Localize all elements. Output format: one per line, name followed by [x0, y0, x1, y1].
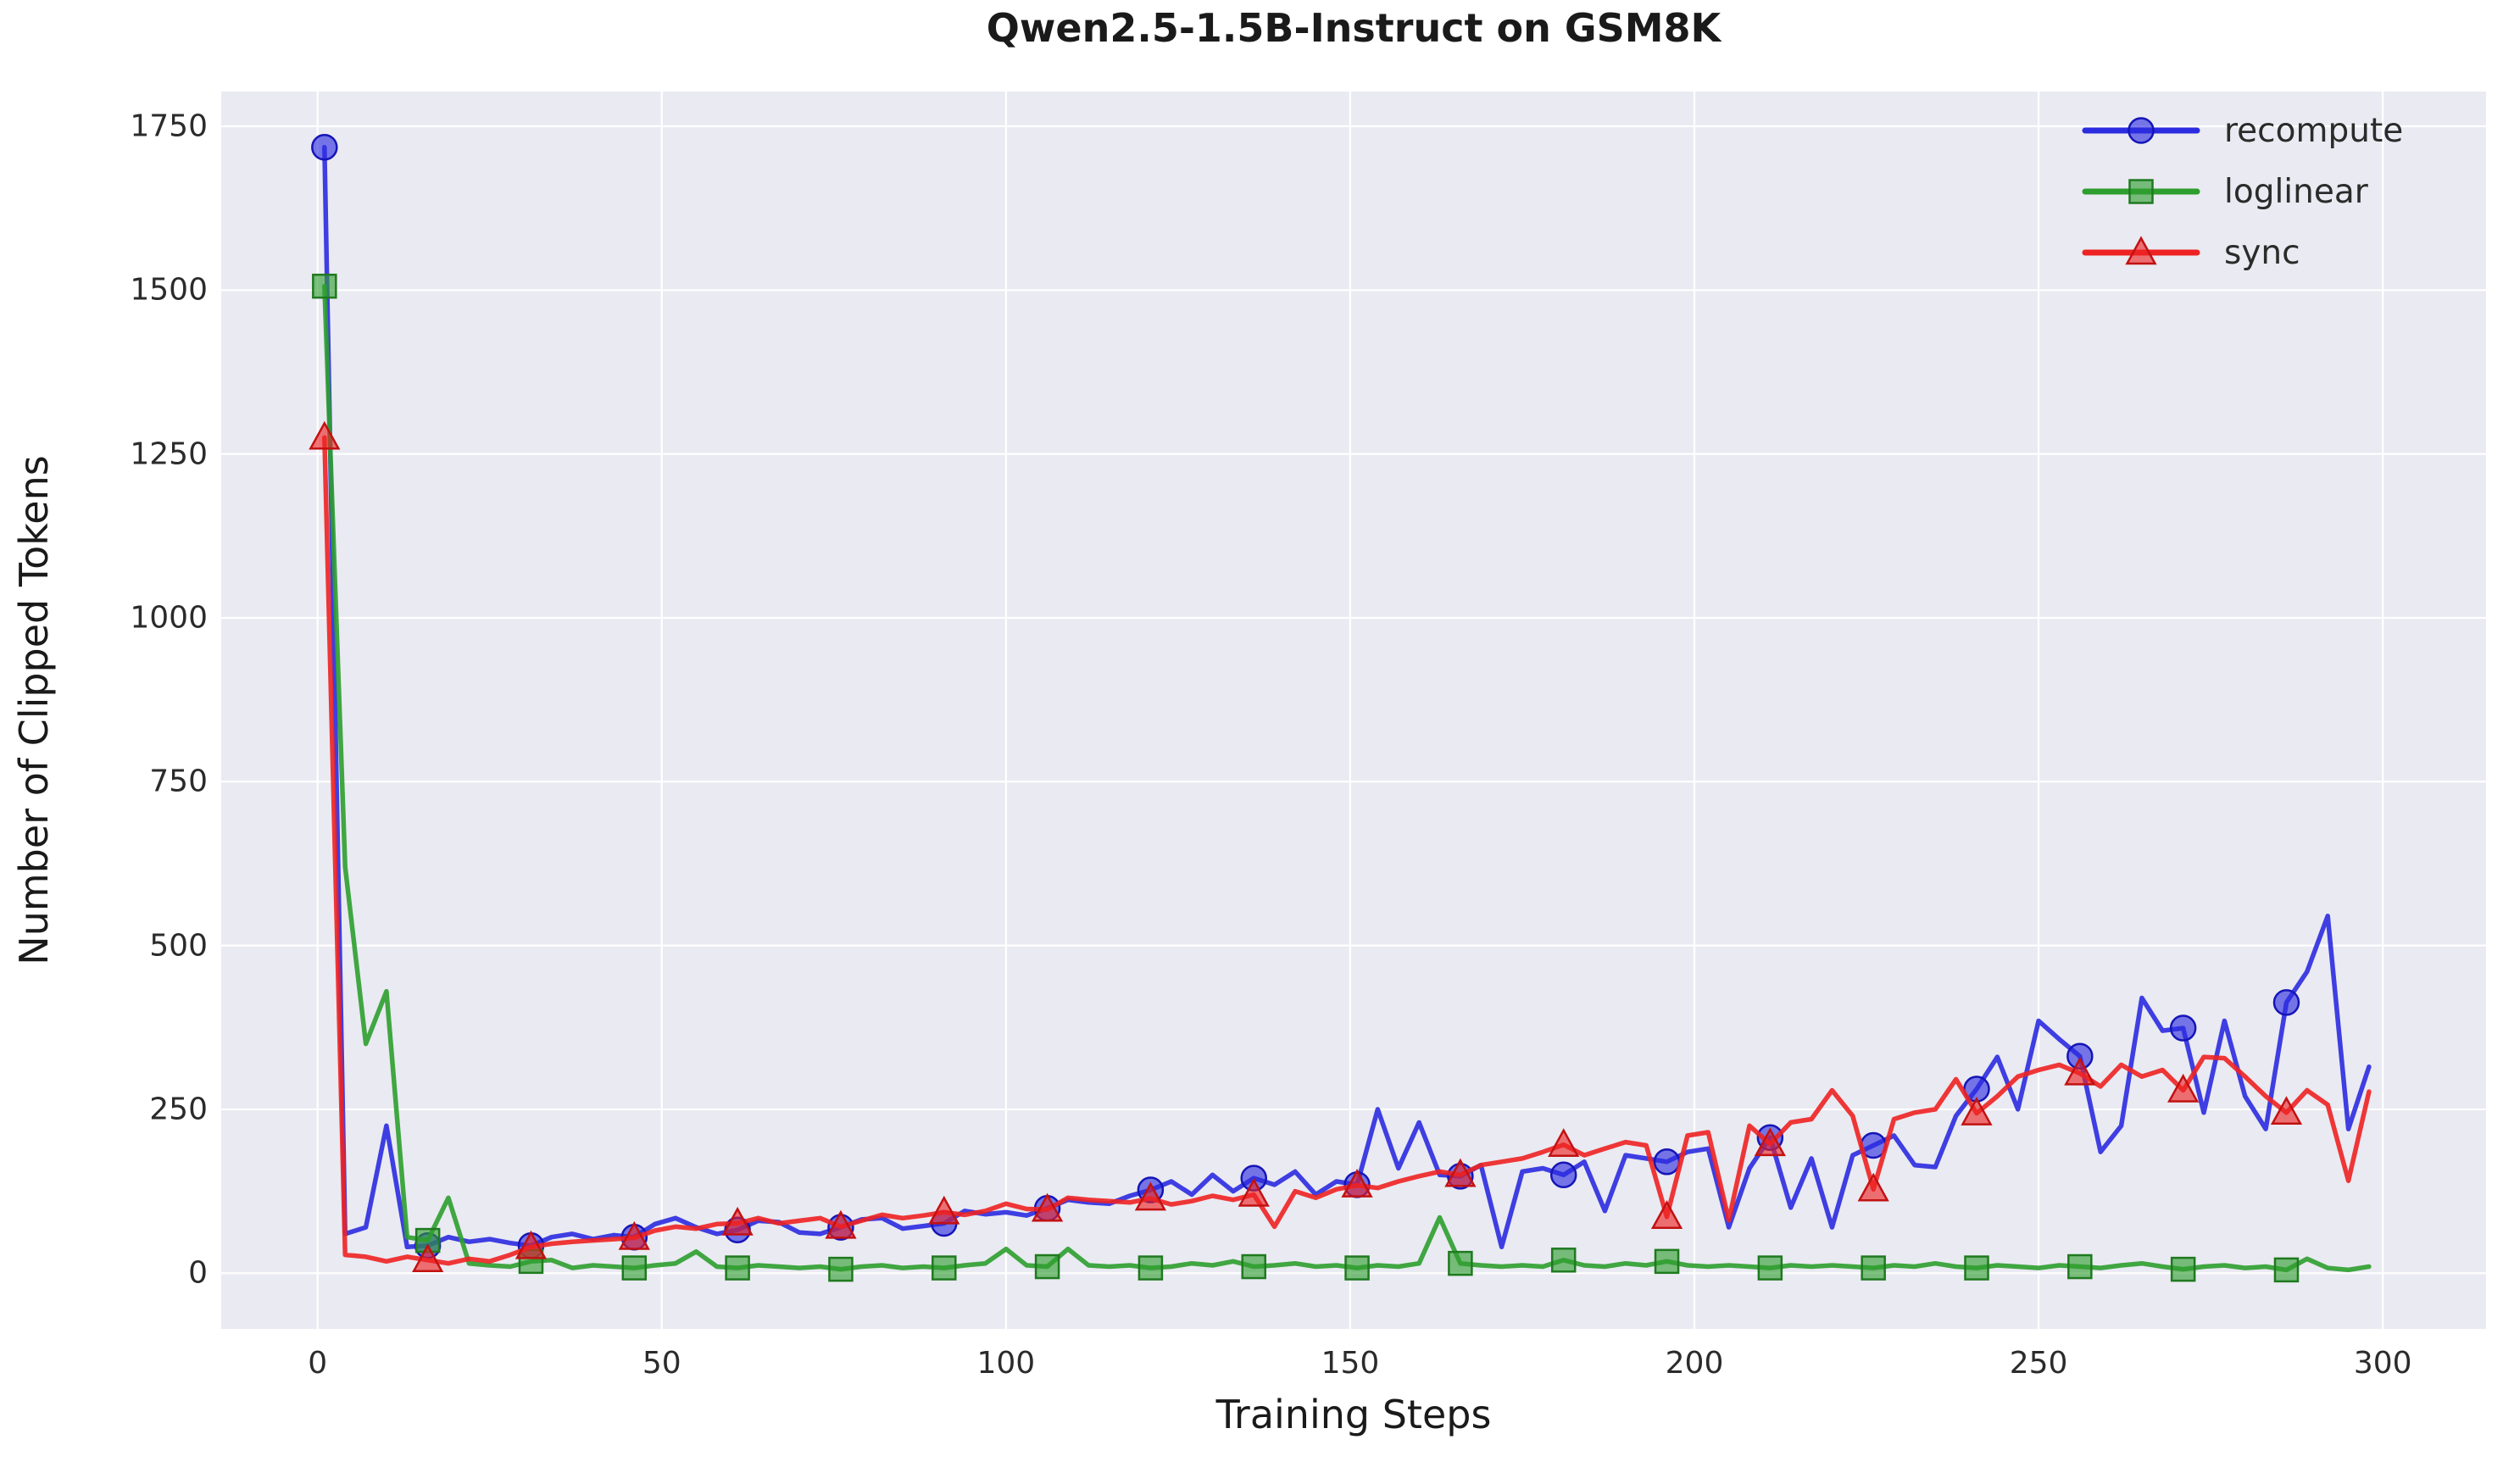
legend-label-loglinear: loglinear — [2224, 172, 2368, 211]
sync-marker-icon — [1754, 1127, 1786, 1157]
sync-marker-icon — [1857, 1172, 1889, 1202]
series-markers-sync — [309, 420, 2303, 1273]
x-tick-label: 50 — [642, 1346, 681, 1381]
legend-label-recompute: recompute — [2224, 111, 2404, 150]
series-line-sync — [322, 435, 2372, 1266]
sync-marker-icon — [1548, 1128, 1580, 1157]
plot-background — [221, 92, 2486, 1329]
sync-marker-icon — [309, 420, 341, 450]
y-tick-label: 1500 — [130, 272, 208, 308]
loglinear-marker-icon — [828, 1256, 854, 1282]
loglinear-marker-icon — [2128, 179, 2154, 204]
loglinear-marker-icon — [932, 1255, 957, 1281]
sync-marker-icon — [825, 1209, 857, 1239]
legend-sample-sync — [2082, 236, 2200, 265]
legend-sample-recompute — [2082, 117, 2200, 144]
loglinear-marker-icon — [1654, 1248, 1680, 1275]
y-axis-label: Number of Clipped Tokens — [11, 455, 57, 965]
x-tick-label: 150 — [1321, 1346, 1380, 1381]
loglinear-marker-icon — [1137, 1255, 1164, 1281]
sync-marker-icon — [2125, 236, 2157, 265]
loglinear-marker-icon — [725, 1255, 750, 1281]
y-tick-label: 250 — [149, 1092, 208, 1127]
recompute-marker-icon — [2169, 1014, 2197, 1042]
loglinear-marker-icon — [1550, 1248, 1577, 1273]
sync-marker-icon — [2064, 1056, 2096, 1086]
x-tick-label: 200 — [1665, 1346, 1724, 1381]
loglinear-marker-icon — [1344, 1255, 1370, 1281]
loglinear-marker-icon — [1861, 1255, 1886, 1281]
x-axis-label: Training Steps — [1215, 1392, 1492, 1437]
sync-marker-icon — [1961, 1096, 1993, 1126]
loglinear-marker-icon — [1034, 1253, 1060, 1280]
sync-marker-icon — [1650, 1200, 1683, 1230]
sync-marker-icon — [515, 1230, 548, 1259]
sync-marker-icon — [1341, 1169, 1373, 1198]
legend-item-loglinear: loglinear — [2078, 170, 2403, 214]
sync-marker-icon — [721, 1206, 754, 1236]
legend-sample-loglinear — [2082, 179, 2200, 204]
sync-marker-icon — [2167, 1073, 2200, 1103]
loglinear-marker-icon — [2273, 1257, 2300, 1283]
recompute-marker-icon — [1549, 1161, 1577, 1189]
loglinear-marker-icon — [2067, 1253, 2093, 1280]
loglinear-marker-icon — [1241, 1253, 1266, 1280]
y-tick-label: 1250 — [130, 436, 208, 472]
y-tick-label: 500 — [149, 928, 208, 964]
recompute-marker-icon — [1653, 1148, 1681, 1176]
loglinear-marker-icon — [312, 273, 337, 299]
loglinear-marker-icon — [621, 1255, 648, 1281]
sync-marker-icon — [928, 1195, 960, 1225]
legend: recompute loglinear sync — [2078, 108, 2403, 275]
y-tick-label: 1000 — [130, 600, 208, 636]
loglinear-marker-icon — [1964, 1255, 1989, 1281]
sync-marker-icon — [1134, 1181, 1167, 1211]
y-tick-label: 750 — [149, 764, 208, 799]
x-tick-label: 0 — [308, 1346, 328, 1381]
y-tick-label: 1750 — [130, 108, 208, 144]
chart-title: Qwen2.5-1.5B-Instruct on GSM8K — [986, 5, 1722, 51]
recompute-marker-icon — [2272, 989, 2300, 1016]
x-tick-label: 250 — [2009, 1346, 2068, 1381]
legend-item-sync: sync — [2078, 231, 2403, 275]
loglinear-marker-icon — [1448, 1250, 1473, 1276]
recompute-marker-icon — [2128, 117, 2155, 144]
sync-marker-icon — [618, 1220, 650, 1250]
sync-marker-icon — [412, 1243, 444, 1273]
sync-marker-icon — [1031, 1192, 1064, 1222]
loglinear-marker-icon — [1757, 1255, 1783, 1281]
loglinear-marker-icon — [2170, 1256, 2196, 1282]
sync-marker-icon — [1238, 1177, 1270, 1207]
sync-marker-icon — [1444, 1158, 1477, 1187]
legend-label-sync: sync — [2224, 233, 2300, 272]
series-markers-loglinear — [312, 273, 2300, 1283]
y-tick-label: 0 — [188, 1255, 208, 1291]
legend-item-recompute: recompute — [2078, 108, 2403, 153]
recompute-marker-icon — [311, 133, 338, 161]
x-tick-label: 100 — [976, 1346, 1036, 1381]
sync-marker-icon — [2270, 1096, 2303, 1126]
x-tick-label: 300 — [2353, 1346, 2412, 1381]
